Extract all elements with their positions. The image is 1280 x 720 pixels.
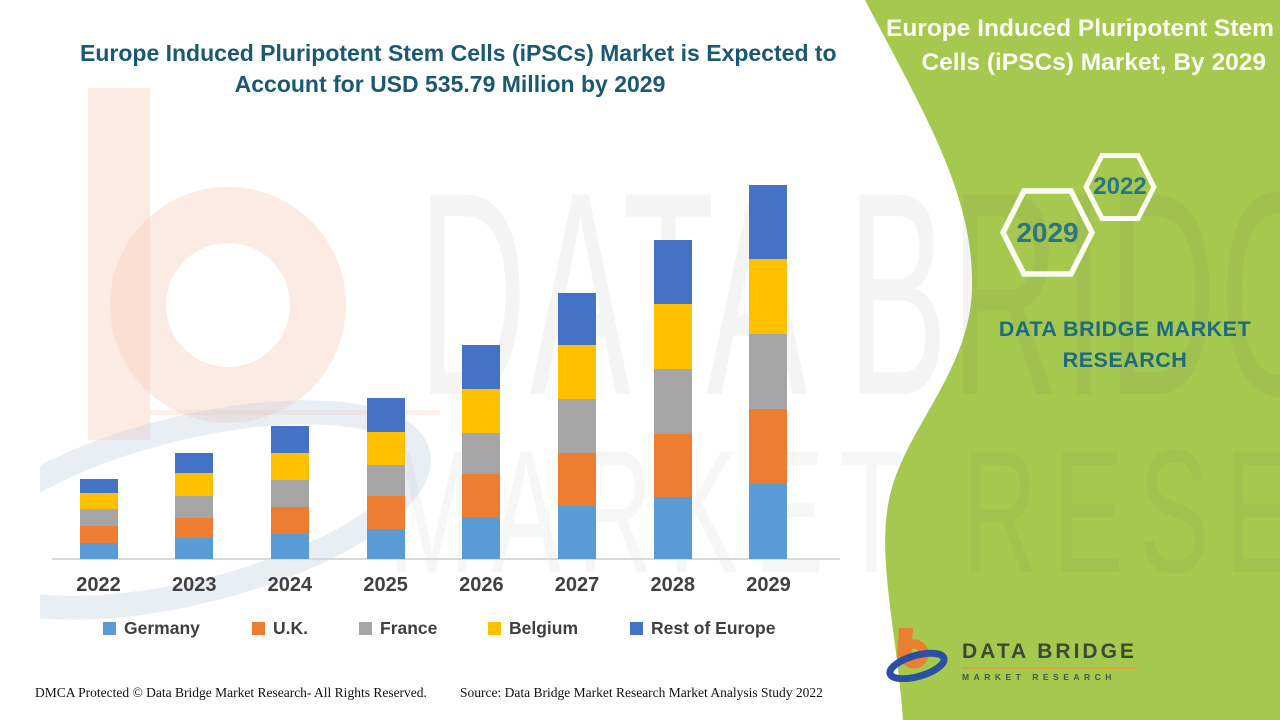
bar-segment-rest-of-europe-2024 — [270, 426, 309, 453]
bar-segment-germany-2029 — [749, 484, 788, 559]
bar-segment-rest-of-europe-2029 — [749, 184, 788, 259]
bar-segment-u-k-2026 — [462, 474, 501, 517]
source-note: Source: Data Bridge Market Research Mark… — [460, 685, 823, 700]
hexagon-outline-icon — [1083, 153, 1157, 221]
bar-segment-rest-of-europe-2025 — [366, 398, 405, 432]
x-axis-label-2029: 2029 — [746, 574, 791, 596]
brand-name-on-panel: DATA BRIDGE MARKET RESEARCH — [985, 314, 1265, 376]
logo-wordmark-line2: MARKET RESEARCH — [962, 672, 1116, 682]
bar-segment-france-2028 — [653, 369, 692, 434]
bar-segment-u-k-2028 — [653, 434, 692, 497]
bar-segment-france-2025 — [366, 465, 405, 496]
x-axis-label-2028: 2028 — [650, 574, 696, 596]
bar-segment-u-k-2023 — [175, 518, 214, 538]
legend-swatch-belgium — [488, 621, 501, 635]
bar-segment-belgium-2023 — [175, 473, 214, 496]
legend-label-germany: Germany — [124, 617, 200, 638]
legend-item-belgium: Belgium — [488, 617, 579, 638]
x-axis-line — [52, 558, 840, 560]
bar-2025 — [366, 398, 405, 559]
bar-2022 — [79, 479, 118, 559]
bar-segment-u-k-2024 — [270, 507, 309, 534]
bar-2023 — [175, 453, 214, 559]
legend-item-rest-of-europe: Rest of Europe — [630, 617, 776, 638]
legend-label-france: France — [380, 617, 438, 638]
bar-2026 — [462, 345, 501, 559]
chart-title-line2: Account for USD 535.79 Million by 2029 — [234, 71, 666, 97]
panel-heading-line1: Europe Induced Pluripotent Stem — [886, 15, 1274, 42]
logo-b-watermark — [40, 88, 440, 620]
legend-item-france: France — [359, 617, 438, 638]
legend-label-u-k: U.K. — [273, 617, 308, 638]
company-logo: DATA BRIDGE MARKET RESEARCH — [886, 624, 1137, 682]
brand-name-line1: DATA BRIDGE MARKET — [998, 317, 1252, 341]
panel-heading: Europe Induced Pluripotent Stem Cells (i… — [886, 12, 1274, 80]
bar-2027 — [558, 293, 597, 559]
legend-item-u-k: U.K. — [252, 617, 308, 638]
bar-segment-u-k-2022 — [79, 526, 118, 543]
bar-segment-belgium-2026 — [462, 389, 501, 433]
data-bridge-b-icon — [886, 628, 948, 682]
bar-segment-belgium-2029 — [749, 259, 788, 334]
legend-label-rest-of-europe: Rest of Europe — [651, 617, 776, 638]
bar-segment-france-2023 — [175, 496, 214, 518]
x-axis-label-2027: 2027 — [554, 574, 600, 596]
x-axis-label-2026: 2026 — [459, 574, 504, 596]
bar-2028 — [653, 240, 692, 559]
bar-segment-u-k-2029 — [749, 409, 788, 484]
brand-name-line2: RESEARCH — [1062, 348, 1188, 372]
x-axis-label-2024: 2024 — [267, 574, 313, 596]
hexagon-badge-2029: 2029 — [1000, 187, 1095, 278]
logo-wordmark-line1: DATA BRIDGE — [962, 640, 1137, 669]
bar-segment-germany-2022 — [79, 543, 118, 559]
bar-segment-belgium-2025 — [366, 432, 405, 465]
bar-segment-france-2029 — [749, 334, 788, 409]
bar-segment-germany-2026 — [462, 517, 501, 559]
hexagon-2029-label: 2029 — [1016, 216, 1079, 248]
x-axis-label-2025: 2025 — [363, 574, 408, 596]
bar-segment-belgium-2028 — [653, 304, 692, 369]
bar-segment-germany-2024 — [270, 534, 309, 559]
logo-wordmark: DATA BRIDGE MARKET RESEARCH — [962, 640, 1137, 682]
bar-segment-belgium-2024 — [270, 453, 309, 480]
chart-title: Europe Induced Pluripotent Stem Cells (i… — [80, 38, 837, 100]
bar-segment-u-k-2025 — [366, 496, 405, 529]
bar-2024 — [270, 426, 309, 559]
bar-segment-rest-of-europe-2022 — [79, 479, 118, 493]
bar-segment-germany-2023 — [175, 538, 214, 559]
chart-title-line1: Europe Induced Pluripotent Stem Cells (i… — [80, 40, 837, 66]
hexagon-outline-icon — [1000, 188, 1095, 277]
bar-segment-france-2026 — [462, 433, 501, 474]
legend-swatch-france — [359, 621, 372, 635]
legend-item-germany: Germany — [103, 617, 200, 638]
bar-segment-rest-of-europe-2027 — [558, 293, 597, 345]
dmca-notice: DMCA Protected © Data Bridge Market Rese… — [35, 685, 427, 700]
x-axis-label-2022: 2022 — [76, 574, 121, 596]
bar-segment-germany-2027 — [558, 506, 597, 559]
bar-segment-u-k-2027 — [558, 452, 597, 506]
x-axis-label-2023: 2023 — [171, 574, 217, 596]
panel-heading-line2: Cells (iPSCs) Market, By 2029 — [921, 49, 1266, 76]
legend-swatch-rest-of-europe — [630, 621, 643, 635]
legend-swatch-u-k — [252, 621, 265, 635]
bar-segment-rest-of-europe-2023 — [175, 453, 214, 473]
bar-segment-belgium-2022 — [79, 493, 118, 509]
hexagon-2022-label: 2022 — [1093, 173, 1147, 200]
legend-swatch-germany — [103, 621, 116, 635]
bar-segment-rest-of-europe-2028 — [653, 240, 692, 304]
bar-segment-rest-of-europe-2026 — [462, 345, 501, 389]
bar-segment-france-2022 — [79, 509, 118, 526]
bar-2029 — [749, 184, 788, 559]
bar-segment-germany-2028 — [653, 497, 692, 559]
bar-segment-france-2027 — [558, 398, 597, 453]
legend-label-belgium: Belgium — [509, 617, 579, 638]
bar-segment-germany-2025 — [366, 529, 405, 559]
hexagon-badge-2022: 2022 — [1083, 152, 1157, 222]
bar-segment-france-2024 — [270, 480, 309, 507]
bar-segment-belgium-2027 — [558, 345, 597, 399]
